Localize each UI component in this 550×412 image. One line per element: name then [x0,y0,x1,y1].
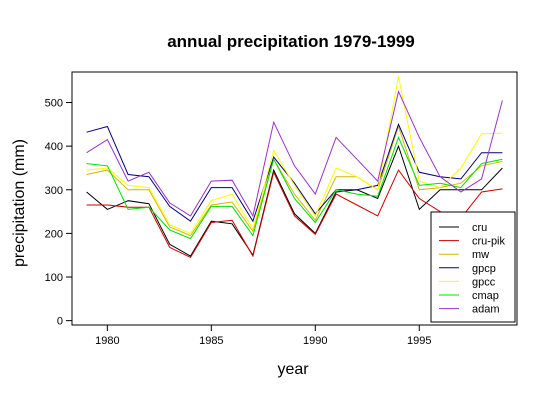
y-tick-label: 100 [45,272,63,284]
y-axis: 0 100 200 300 400 500 [45,98,72,328]
legend-label-cmap: cmap [472,290,499,302]
x-tick-label: 1980 [95,335,119,347]
x-axis-title: year [277,361,309,378]
y-tick-label: 500 [45,98,63,110]
y-tick-label: 300 [45,185,63,197]
x-tick-label: 1985 [199,335,223,347]
series-line-gpcp [86,122,503,223]
y-tick-label: 0 [57,316,63,328]
series-line-gpcc [86,76,503,235]
plot-area [71,71,518,326]
x-tick-label: 1995 [407,335,431,347]
legend-label-gpcp: gpcp [472,263,496,275]
legend-label-gpcc: gpcc [472,276,496,288]
series-lines [86,76,503,259]
legend-label-cru-pik: cru-pik [472,236,506,248]
x-axis: 1980 1985 1990 1995 [95,325,432,347]
legend-box [430,211,516,323]
chart-title: annual precipitation 1979-1999 [167,32,415,51]
series-line-adam [86,90,503,218]
legend-label-cru: cru [472,222,487,234]
y-tick-label: 400 [45,141,63,153]
series-line-cmap [86,136,503,240]
legend-label-adam: adam [472,304,500,316]
legend-label-mw: mw [472,249,489,261]
y-tick-label: 200 [45,228,63,240]
series-line-cru [86,144,503,257]
x-tick-label: 1990 [303,335,327,347]
y-axis-title: precipitation (mm) [11,139,28,267]
series-line-cru-pik [86,169,503,259]
series-line-mw [86,124,503,237]
